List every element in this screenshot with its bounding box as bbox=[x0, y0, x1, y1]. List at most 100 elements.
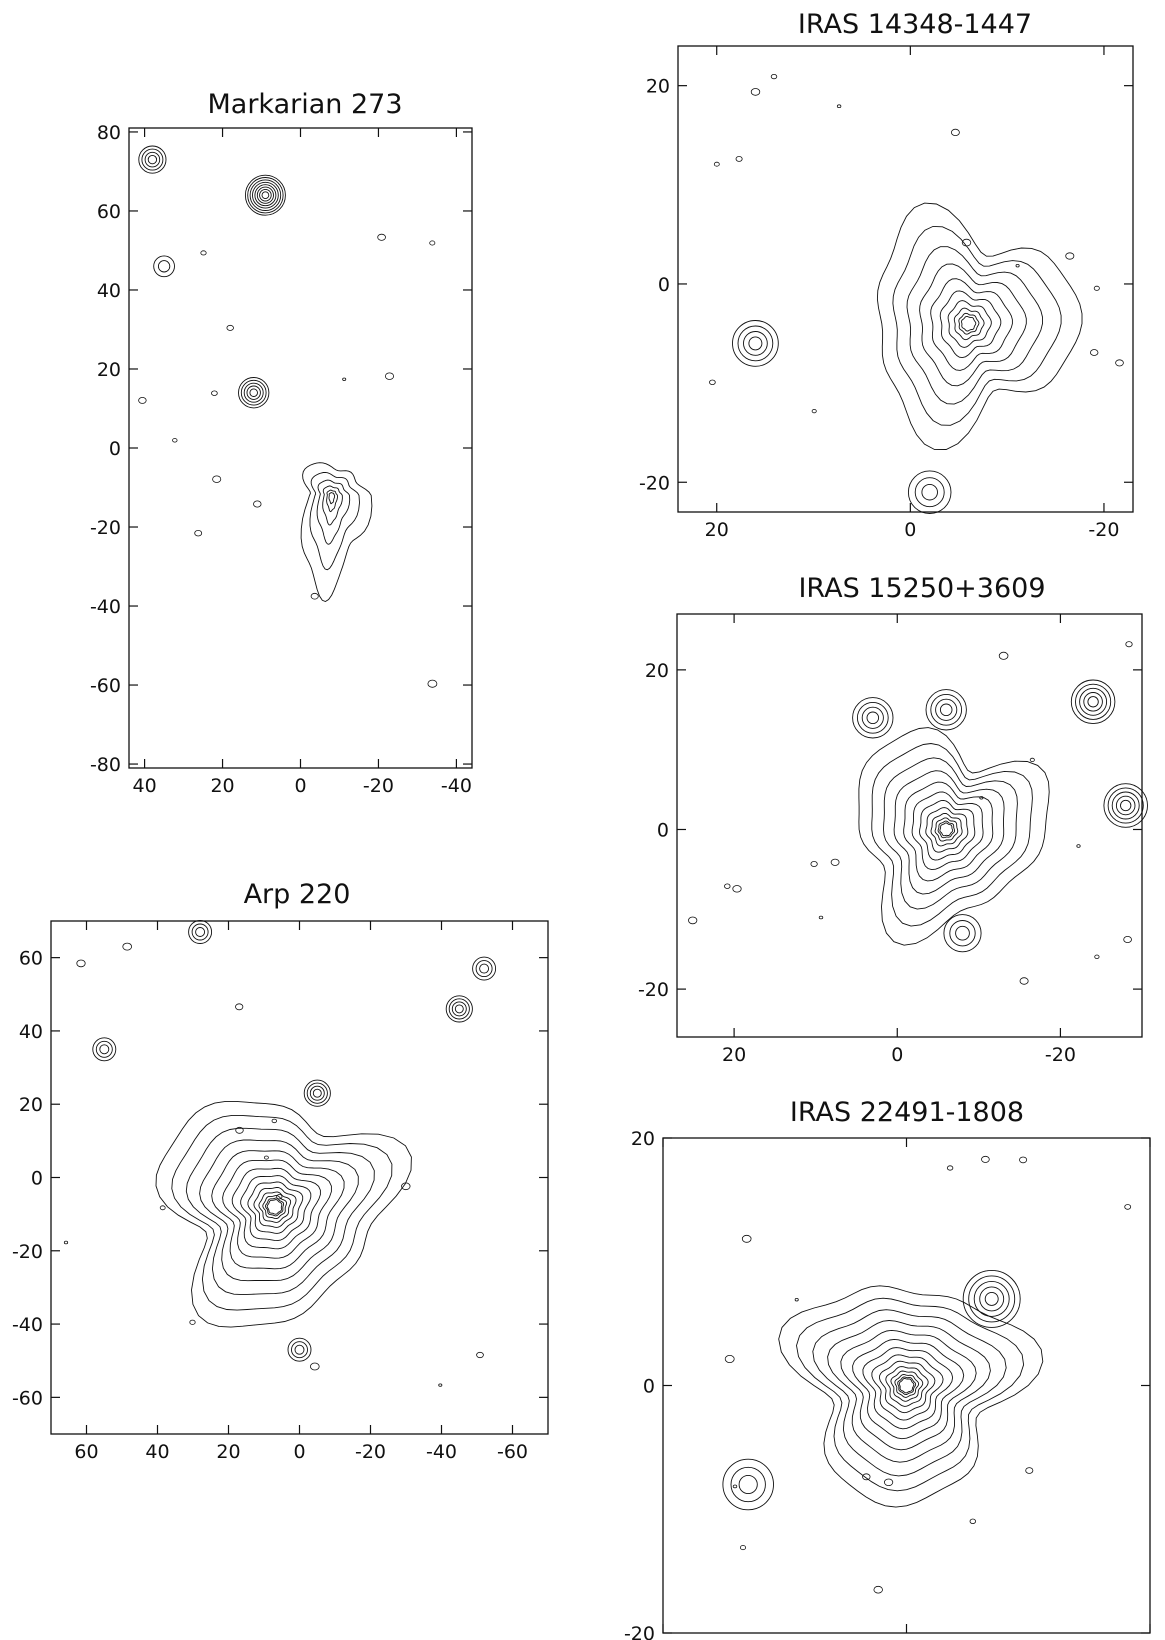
contour-level bbox=[309, 1085, 325, 1101]
noise-blob bbox=[713, 161, 720, 167]
noise-blob bbox=[946, 1165, 954, 1171]
contour-level bbox=[328, 492, 336, 505]
noise-blob bbox=[818, 915, 824, 920]
contour-level bbox=[939, 703, 953, 717]
noise-blob bbox=[235, 1126, 244, 1134]
x-tick-label: -40 bbox=[426, 1441, 457, 1463]
noise-blob bbox=[309, 1362, 320, 1371]
axis-ticks: 20 0 -20 20 0 -20 bbox=[638, 614, 1142, 1066]
contour-level bbox=[244, 174, 286, 216]
noise-blob bbox=[1029, 757, 1035, 763]
y-tick-label: 0 bbox=[658, 274, 670, 296]
x-tick-label: 60 bbox=[74, 1441, 98, 1463]
y-tick-label: 40 bbox=[19, 1021, 43, 1043]
noise-contours bbox=[688, 641, 1133, 985]
contour-level bbox=[722, 1458, 774, 1511]
y-tick-label: -40 bbox=[12, 1314, 43, 1336]
noise-blob bbox=[732, 1484, 738, 1489]
x-tick-label: 20 bbox=[210, 775, 234, 797]
noise-blob bbox=[1019, 977, 1029, 985]
source-3 bbox=[445, 995, 473, 1023]
noise-blob bbox=[770, 74, 778, 80]
noise-blob bbox=[1123, 936, 1132, 944]
y-tick-label: -20 bbox=[12, 1241, 43, 1263]
contour-level bbox=[890, 1370, 924, 1402]
contour-level bbox=[252, 181, 279, 209]
contour-level bbox=[171, 1114, 393, 1311]
y-tick-label: 60 bbox=[97, 201, 121, 223]
panel-title: Arp 220 bbox=[244, 879, 351, 910]
noise-blob bbox=[1115, 359, 1124, 367]
noise-blob bbox=[159, 1205, 166, 1211]
contour-level bbox=[240, 1175, 312, 1242]
noise-blob bbox=[253, 500, 262, 508]
y-tick-label: -80 bbox=[90, 754, 121, 776]
y-tick-label: 0 bbox=[109, 438, 121, 460]
contour-level bbox=[949, 920, 976, 947]
contour-level bbox=[919, 799, 976, 861]
contour-level bbox=[95, 1040, 113, 1058]
contour-level bbox=[827, 1320, 991, 1463]
contour-level bbox=[157, 260, 171, 273]
panel-title: IRAS 22491-1808 bbox=[790, 1097, 1024, 1128]
contour-level bbox=[258, 1191, 292, 1223]
axis-ticks: 40 20 0 -20 -40 80 60 40 20 0 -20 -40 -60 -80 bbox=[90, 122, 472, 797]
contour-level bbox=[1111, 791, 1140, 820]
source-5 bbox=[472, 956, 497, 981]
noise-blob bbox=[384, 372, 394, 380]
contour-level bbox=[222, 1159, 332, 1259]
contour-level bbox=[778, 1285, 1044, 1508]
contour-map bbox=[722, 1155, 1132, 1594]
contour-level bbox=[294, 1344, 305, 1355]
contour-level bbox=[973, 1280, 1010, 1317]
x-tick-label: 20 bbox=[722, 1044, 746, 1066]
contour-level bbox=[256, 186, 274, 204]
noise-blob bbox=[211, 390, 218, 396]
source-2 bbox=[722, 1458, 774, 1511]
noise-blob bbox=[735, 155, 743, 162]
contour-level bbox=[1087, 696, 1099, 708]
source-1 bbox=[244, 174, 286, 216]
noise-blob bbox=[830, 858, 840, 866]
noise-blob bbox=[429, 240, 436, 246]
panel-iras-15250-3609: IRAS 15250+3609 20 0 -20 20 0 -20 bbox=[638, 573, 1148, 1066]
y-tick-label: 0 bbox=[657, 819, 669, 841]
contour-level bbox=[862, 1347, 954, 1430]
noise-blob bbox=[981, 1155, 990, 1163]
contour-level bbox=[265, 1197, 285, 1217]
noise-contours bbox=[724, 1155, 1132, 1594]
y-tick-label: 20 bbox=[19, 1094, 43, 1116]
noise-blob bbox=[1089, 349, 1099, 356]
contour-level bbox=[930, 812, 963, 847]
contour-level bbox=[300, 462, 373, 603]
noise-blob bbox=[342, 377, 347, 381]
x-tick-label: -20 bbox=[355, 1441, 386, 1463]
contour-level bbox=[730, 1466, 766, 1503]
axis-ticks: 20 0 -20 20 0 -20 bbox=[639, 46, 1133, 541]
noise-blob bbox=[1065, 252, 1075, 260]
noise-blob bbox=[276, 1194, 283, 1200]
contour-level bbox=[737, 325, 774, 362]
contour-level bbox=[894, 1374, 920, 1398]
contour-level bbox=[911, 791, 984, 871]
contour-level bbox=[243, 382, 264, 403]
source-1 bbox=[852, 697, 894, 739]
contour-level bbox=[1120, 799, 1132, 812]
source-2 bbox=[238, 377, 270, 409]
contour-level bbox=[979, 1286, 1005, 1312]
noise-blob bbox=[476, 1351, 484, 1359]
source-3 bbox=[153, 255, 175, 278]
source-1 bbox=[732, 320, 779, 367]
noise-blob bbox=[1025, 1467, 1034, 1474]
contour-level bbox=[211, 1150, 345, 1270]
contour-level bbox=[984, 1291, 999, 1306]
contour-level bbox=[479, 963, 490, 974]
noise-blob bbox=[741, 1234, 752, 1243]
contour-level bbox=[287, 1337, 312, 1362]
noise-blob bbox=[732, 885, 742, 893]
contour-level bbox=[306, 1082, 328, 1104]
noise-blob bbox=[750, 88, 761, 96]
x-tick-label: -20 bbox=[1045, 1044, 1076, 1066]
